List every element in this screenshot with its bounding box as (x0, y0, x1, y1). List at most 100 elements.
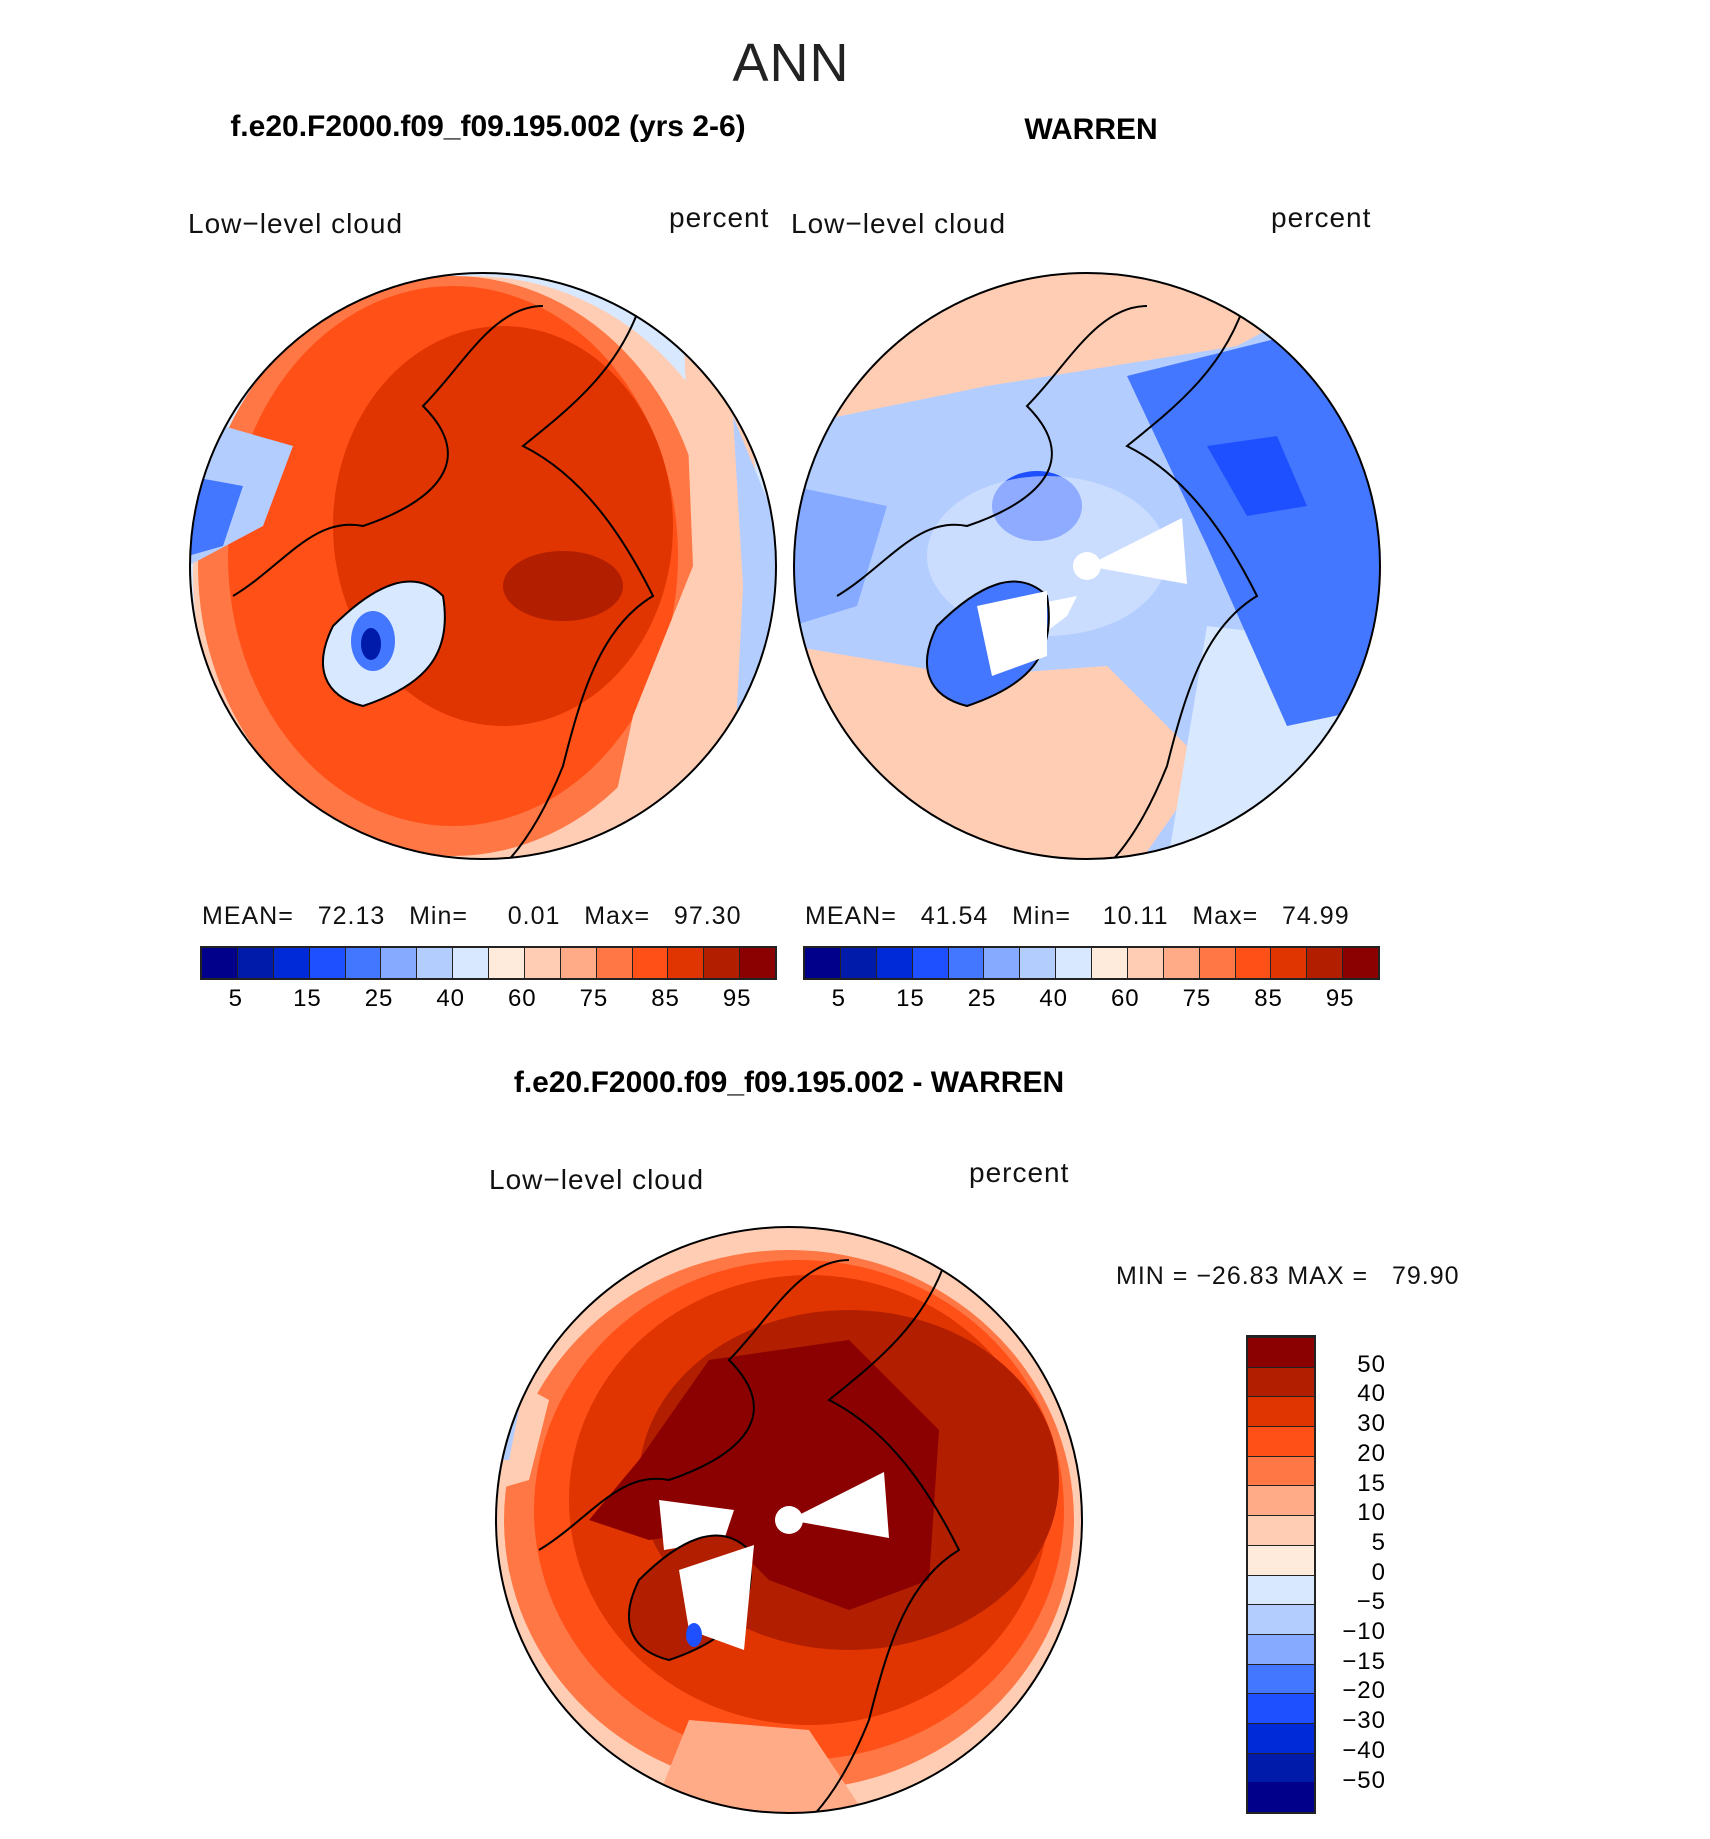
colorbar-box (876, 948, 913, 978)
colorbar-tick-label: −5 (1356, 1588, 1386, 1616)
colorbar-box (560, 948, 597, 978)
colorbar-box (1092, 948, 1128, 978)
colorbar-box (704, 948, 741, 978)
colorbar-tick-label: 5 (831, 985, 846, 1012)
panel2-variable: Low−level cloud (791, 208, 1007, 239)
colorbar-tick-label: 25 (967, 985, 997, 1012)
panel2-stats: MEAN= 41.54 Min= 10.11 Max= 74.99 (805, 902, 1350, 931)
colorbar-tick-label: 40 (1039, 985, 1069, 1012)
panel2-title: WARREN (1024, 113, 1158, 146)
colorbar-tick-label: 5 (1371, 1528, 1386, 1556)
colorbar-box (1248, 1782, 1314, 1812)
colorbar-box (912, 948, 949, 978)
colorbar-tick-label: 60 (507, 985, 537, 1012)
panel2-map (793, 272, 1381, 860)
colorbar-tick-label: 85 (651, 985, 680, 1012)
colorbar-box (596, 948, 633, 978)
colorbar-box (1235, 948, 1272, 978)
colorbar-box (1199, 948, 1236, 978)
colorbar-tick-label: −30 (1342, 1707, 1386, 1735)
colorbar-box (1248, 1574, 1314, 1605)
colorbar-tick-label: 30 (1357, 1410, 1386, 1438)
colorbar-box (1248, 1633, 1314, 1664)
panel1-map (189, 272, 777, 860)
colorbar-box (1307, 948, 1344, 978)
panel3-units: percent (969, 1157, 1070, 1188)
colorbar-box (381, 948, 418, 978)
colorbar-tick-label: 15 (896, 985, 925, 1012)
colorbar-tick-label: 40 (1357, 1380, 1386, 1408)
mean-label: MEAN= (805, 902, 897, 930)
colorbar-box (1248, 1544, 1314, 1575)
colorbar-box (1020, 948, 1057, 978)
colorbar-box (1248, 1426, 1314, 1456)
min-value: 10.11 (1102, 902, 1169, 930)
colorbar-box (202, 948, 238, 978)
colorbar-tick-label: 50 (1357, 1350, 1386, 1378)
colorbar-tick-label: 15 (293, 985, 322, 1012)
colorbar-box (1248, 1337, 1314, 1367)
panel3-variable: Low−level cloud (489, 1164, 705, 1195)
colorbar-tick-label: 75 (579, 985, 609, 1012)
colorbar-box (948, 948, 985, 978)
colorbar-tick-label: 25 (364, 985, 394, 1012)
colorbar-box (417, 948, 454, 978)
colorbar-box (984, 948, 1021, 978)
mean-value: 41.54 (920, 902, 989, 930)
panel3-map (495, 1226, 1083, 1814)
panel1-title: f.e20.F2000.f09_f09.195.002 (yrs 2-6) (230, 110, 746, 143)
colorbar-box (309, 948, 346, 978)
mean-value: 72.13 (317, 902, 386, 930)
colorbar-tick-label: 5 (228, 985, 243, 1012)
panel1-colorbar (200, 946, 777, 980)
colorbar-box (1248, 1604, 1314, 1634)
colorbar-box (1271, 948, 1308, 978)
colorbar-box (805, 948, 841, 978)
colorbar-box (1248, 1752, 1314, 1783)
colorbar-box (1343, 948, 1378, 978)
panel1-stats: MEAN= 72.13 Min= 0.01 Max= 97.30 (202, 902, 741, 931)
colorbar-tick-label: 95 (722, 985, 752, 1012)
colorbar-box (1248, 1515, 1314, 1545)
colorbar-box (668, 948, 705, 978)
colorbar-tick-label: −15 (1342, 1647, 1386, 1675)
panel2-units: percent (1271, 202, 1372, 233)
panel1-variable: Low−level cloud (188, 208, 404, 239)
colorbar-box (740, 948, 775, 978)
colorbar-tick-label: 85 (1254, 985, 1283, 1012)
colorbar-box (273, 948, 310, 978)
colorbar-box (1248, 1366, 1314, 1397)
min-value: 0.01 (507, 902, 561, 930)
panel3-title: f.e20.F2000.f09_f09.195.002 - WARREN (513, 1066, 1065, 1099)
colorbar-box (1163, 948, 1200, 978)
colorbar-tick-label: −50 (1342, 1766, 1386, 1794)
colorbar-box (237, 948, 274, 978)
colorbar-tick-label: −20 (1342, 1677, 1386, 1705)
colorbar-tick-label: 0 (1371, 1558, 1386, 1586)
mean-label: MEAN= (202, 902, 294, 930)
colorbar-box (524, 948, 561, 978)
colorbar-box (453, 948, 489, 978)
colorbar-tick-label: −40 (1342, 1736, 1386, 1764)
colorbar-box (1248, 1693, 1314, 1723)
colorbar-box (1248, 1396, 1314, 1427)
colorbar-box (1056, 948, 1092, 978)
colorbar-tick-label: 40 (436, 985, 466, 1012)
colorbar-box (1248, 1455, 1314, 1486)
panel3-stats: MIN = −26.83 MAX = 79.90 (1116, 1262, 1460, 1290)
colorbar-tick-label: 20 (1357, 1439, 1386, 1467)
colorbar-tick-label: 10 (1357, 1499, 1386, 1527)
max-label: Max= (584, 902, 651, 930)
colorbar-box (1248, 1485, 1314, 1516)
colorbar-tick-label: 15 (1357, 1469, 1386, 1497)
max-value: 97.30 (673, 902, 742, 930)
colorbar-box (840, 948, 877, 978)
colorbar-tick-label: 95 (1325, 985, 1355, 1012)
panel1-units: percent (669, 202, 770, 233)
colorbar-tick-label: −10 (1342, 1618, 1386, 1645)
max-label: Max= (1192, 902, 1259, 930)
min-label: Min= (1012, 902, 1071, 930)
colorbar-box (632, 948, 669, 978)
colorbar-tick-label: 60 (1110, 985, 1140, 1012)
panel3-colorbar (1246, 1335, 1316, 1814)
